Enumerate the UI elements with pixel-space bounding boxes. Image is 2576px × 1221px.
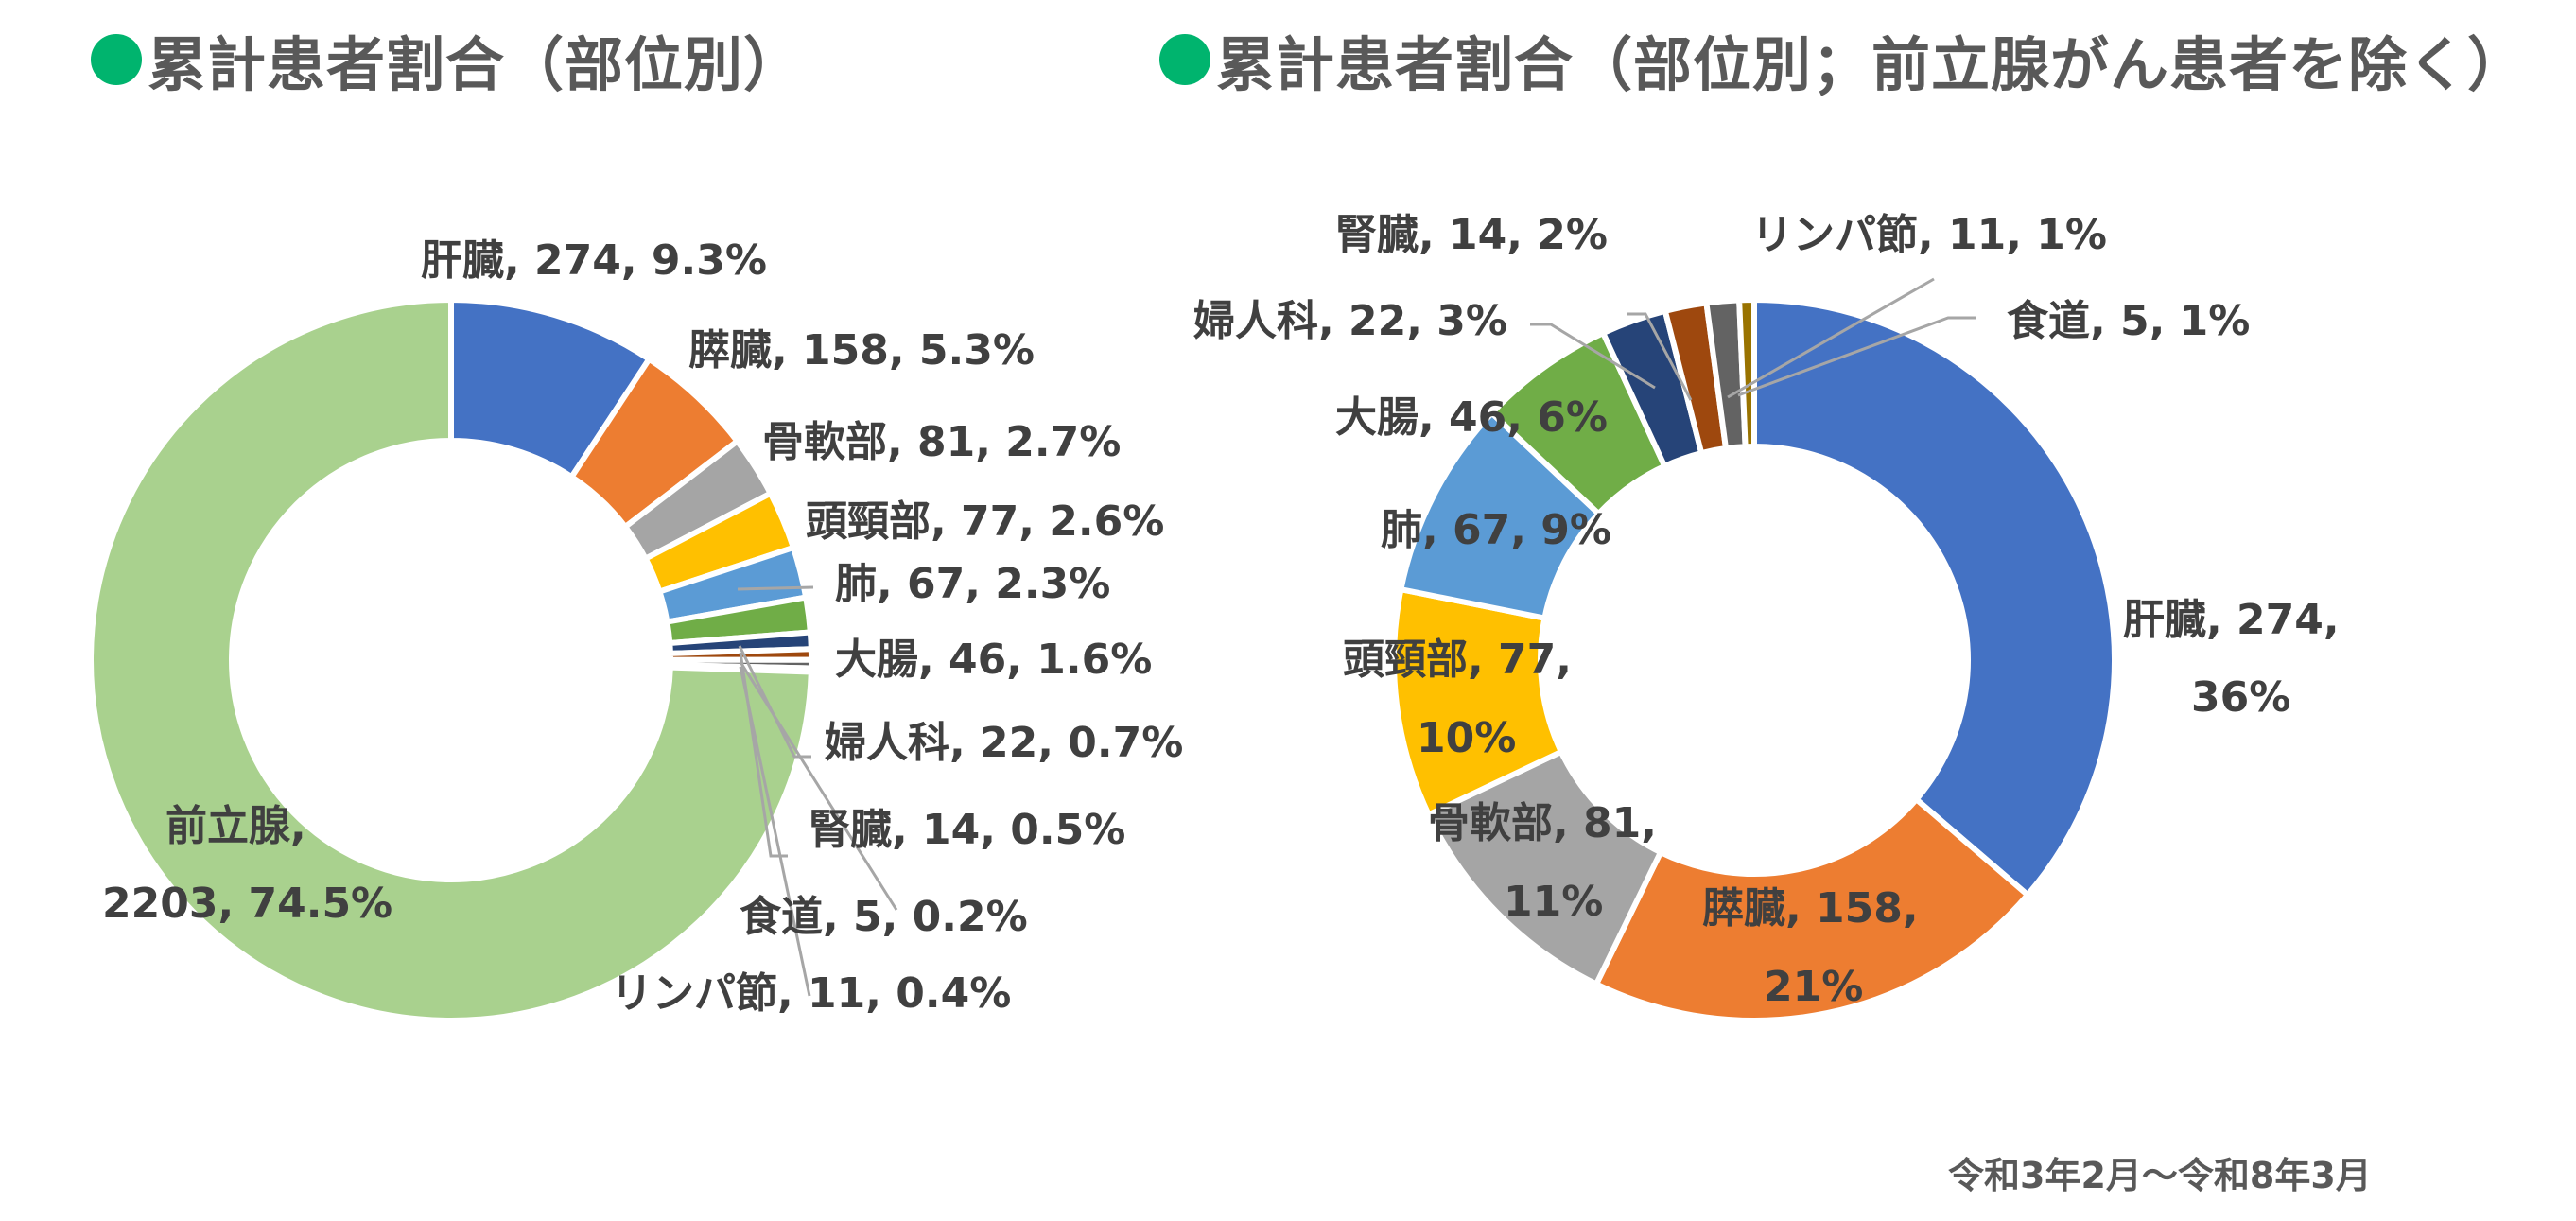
leader-line	[738, 645, 811, 759]
data-label: 頭頸部, 77,	[1343, 636, 1572, 684]
data-label: 36%	[2191, 673, 2290, 722]
data-label: 21%	[1764, 963, 1863, 1011]
data-label: 骨軟部, 81, 2.7%	[762, 418, 1121, 466]
chart-title-left: 累計患者割合（部位別）	[91, 17, 803, 102]
data-label: 膵臓, 158, 5.3%	[688, 326, 1035, 375]
data-label: 前立腺,	[165, 802, 306, 850]
leader-line	[1727, 277, 1935, 399]
data-label: 食道, 5, 1%	[2007, 297, 2250, 345]
leader-line	[737, 585, 814, 591]
data-label: 婦人科, 22, 0.7%	[825, 719, 1183, 767]
data-label: 10%	[1417, 714, 1516, 762]
donut-slice[interactable]	[1593, 794, 2032, 1023]
chart-title-right: 累計患者割合（部位別；前立腺がん患者を除く）	[1159, 17, 2527, 102]
donut-slice[interactable]	[1736, 296, 1757, 450]
bullet-dot-icon	[1159, 34, 1210, 85]
leader-line	[1737, 316, 1976, 397]
data-label: 食道, 5, 0.2%	[740, 893, 1028, 941]
data-label: 肝臓, 274,	[2123, 596, 2340, 644]
leader-line	[1530, 323, 1656, 390]
date-range-footer: 令和3年2月～令和8年3月	[1948, 1155, 2372, 1196]
data-label: 肺, 67, 2.3%	[835, 560, 1110, 608]
chart-title-right-text: 累計患者割合（部位別；前立腺がん患者を除く）	[1216, 30, 2528, 99]
chart-title-left-text: 累計患者割合（部位別）	[148, 30, 804, 99]
data-label: リンパ節, 11, 0.4%	[611, 969, 1011, 1018]
leader-line	[739, 661, 898, 911]
data-label: 骨軟部, 81,	[1428, 799, 1657, 847]
donut-chart-excluding-prostate: 肝臓, 274, 36% 膵臓, 158, 21% 骨軟部, 81, 11% 頭頸部, 77…	[1193, 211, 2340, 1023]
donut-slice[interactable]	[88, 296, 814, 1023]
donut-chart-all: 肝臓, 274, 9.3% 膵臓, 158, 5.3% 骨軟部, 81, 2.7% 頭…	[88, 236, 1183, 1023]
bullet-dot-icon	[91, 34, 142, 85]
data-label: 膵臓, 158,	[1702, 884, 1919, 933]
data-label: 腎臓, 14, 2%	[1335, 211, 1608, 259]
data-label: 肝臓, 274, 9.3%	[421, 236, 767, 285]
leader-line	[1627, 312, 1693, 401]
data-label: 婦人科, 22, 3%	[1193, 297, 1507, 345]
data-label: 腎臓, 14, 0.5%	[809, 806, 1125, 854]
data-label: 11%	[1504, 878, 1603, 926]
data-label: 2203, 74.5%	[102, 880, 392, 928]
data-label: リンパ節, 11, 1%	[1751, 211, 2107, 259]
data-label: 頭頸部, 77, 2.6%	[806, 497, 1164, 546]
data-label: 肺, 67, 9%	[1381, 506, 1611, 554]
donut-slice[interactable]	[1751, 296, 2117, 899]
data-label: 大腸, 46, 6%	[1335, 393, 1608, 442]
leader-line	[739, 666, 811, 997]
data-label: 大腸, 46, 1.6%	[835, 636, 1152, 684]
